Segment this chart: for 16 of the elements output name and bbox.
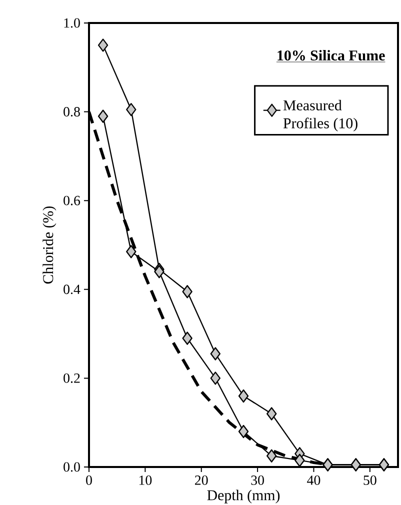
y-tick-label: 1.0 [64, 18, 80, 28]
y-axis-title: Chloride (%) [42, 206, 56, 284]
y-tick-label: 0.2 [64, 373, 80, 383]
legend-label: Measured Profiles (10) [283, 100, 358, 132]
x-tick-label: 20 [195, 476, 208, 485]
x-tick-label: 50 [364, 476, 376, 485]
y-tick-label: 0.6 [64, 196, 80, 206]
x-tick-label: 10 [139, 476, 152, 485]
x-tick-label: 40 [307, 476, 320, 485]
legend-title: 10% Silica Fume [278, 50, 385, 61]
x-tick-label: 30 [251, 476, 264, 485]
x-tick-label: 0 [86, 476, 92, 485]
x-axis-title: Depth (mm) [207, 490, 280, 504]
y-tick-label: 0.4 [64, 284, 80, 294]
y-tick-label: 0.8 [64, 107, 80, 117]
y-tick-label: 0.0 [64, 462, 80, 472]
